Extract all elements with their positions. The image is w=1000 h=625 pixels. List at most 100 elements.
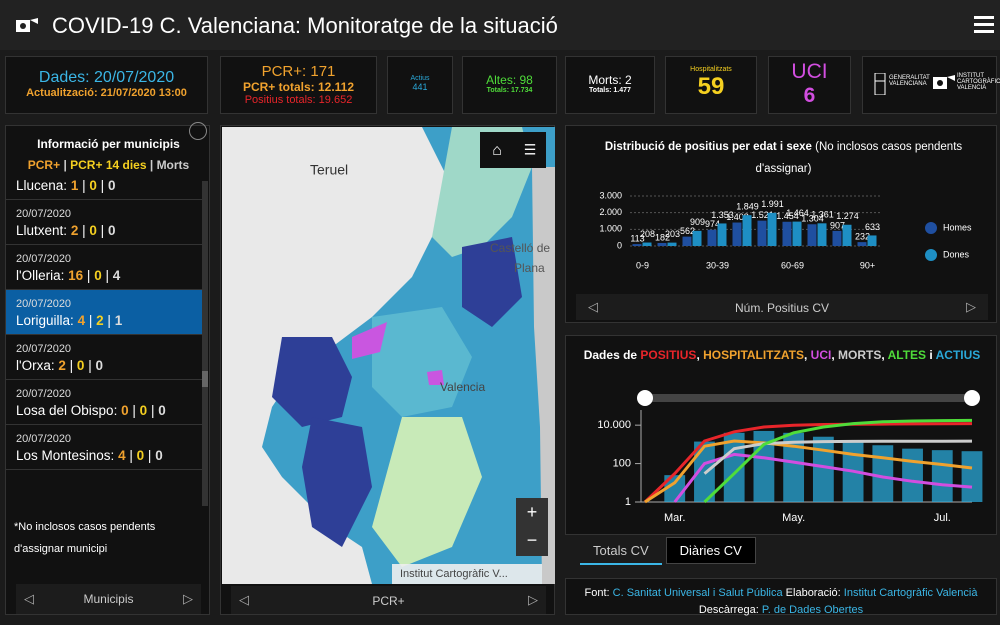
municipi-item[interactable]: 20/07/2020 Losa del Obispo: 0 | 0 | 0 [6,380,202,425]
kpi-hosp-value: 59 [697,73,725,100]
municipi-item[interactable]: 20/07/2020 l'Orxa: 2 | 0 | 0 [6,335,202,380]
prev-button[interactable]: ◁ [239,592,249,607]
source-label: Elaboració: [785,587,841,599]
municipis-footer: ◁ Municipis ▷ [16,584,201,614]
tab[interactable]: Diàries CV [665,537,756,564]
item-pcr: 1 [70,178,79,193]
item-sep: | [82,223,86,238]
item-pcr14: 0 [139,403,148,418]
kpi-uci-label: UCI [791,60,828,83]
scrollbar [202,181,208,506]
next-button[interactable]: ▷ [183,591,193,606]
municipi-item[interactable]: 20/07/2020 Loriguilla: 4 | 2 | 1 [6,290,202,335]
item-pcr14: 0 [136,448,145,463]
item-name: Losa del Obispo: [16,403,118,418]
item-morts: 0 [107,178,116,193]
legend-item: | [63,158,67,172]
municipi-item[interactable]: 20/07/2020 l'Olleria: 16 | 0 | 4 [6,245,202,290]
map-label: Plana [514,261,545,275]
item-values: Losa del Obispo: 0 | 0 | 0 [16,403,192,418]
prev-button[interactable]: ◁ [24,591,34,606]
item-pcr: 2 [70,223,79,238]
kpi-dades: Dades: 20/07/2020 Actualització: 21/07/2… [5,56,208,114]
footer-label: Núm. Positius CV [734,301,830,315]
kpi-morts: Morts: 2 Totals: 1.477 [565,56,655,114]
title-segment: , [831,348,839,362]
municipis-panel: Informació per municipis PCR+ | PCR+ 14 … [5,122,211,615]
kpi-altes-total: Totals: 17.734 [486,87,533,94]
item-morts: 0 [155,448,163,463]
source-panel: Font: C. Sanitat Universal i Salut Públi… [565,578,997,616]
kpi-actius: Actius 441 [387,56,453,114]
kpi-altes: Altes: 98 Totals: 17.734 [462,56,557,114]
next-button[interactable]: ▷ [528,592,538,607]
kpi-morts-main: Morts: 2 [588,73,632,87]
gva-logo [874,73,886,95]
gva-text: GENERALITAT VALENCIANA [889,75,930,87]
item-values: l'Orxa: 2 | 0 | 0 [16,358,192,373]
source-link[interactable]: Institut Cartogràfic Valencià [843,587,978,599]
age-subtitle: (No inclosos casos pendents d'assignar) [755,141,963,175]
map-panel: ⌂ ☰ Teruel Castelló de Plana Valencia + … [220,125,555,615]
item-morts: 4 [112,268,121,283]
tab[interactable]: Totals CV [580,538,662,565]
title-segment: UCI [810,348,832,362]
item-name: l'Olleria: [16,268,65,283]
item-morts: 0 [158,403,166,418]
item-date: 20/07/2020 [16,253,72,265]
kpi-hosp-label: Hospitalitzats [690,66,732,73]
item-sep: | [88,358,92,373]
item-sep: | [132,403,136,418]
item-date: 20/07/2020 [16,388,72,400]
municipi-item[interactable]: Llucena: 1 | 0 | 0 [6,176,202,200]
item-pcr14: 0 [94,268,102,283]
evolution-panel: Dades de POSITIUS, HOSPITALITZATS, UCI, … [565,335,997,535]
municipis-legend: PCR+ | PCR+ 14 dies | Morts [6,158,211,172]
title-segment: , [881,348,888,362]
title-segment: ACTIUS [935,348,981,362]
item-sep: | [129,448,133,463]
icv-text: INSTITUT CARTOGRÀFIC VALENCIÀ [957,73,1000,91]
map-label: Teruel [310,162,348,178]
item-name: Llucena: [16,178,68,193]
kpi-update: Actualització: 21/07/2020 13:00 [26,87,187,99]
item-sep: | [150,403,155,418]
item-values: Llucena: 1 | 0 | 0 [16,178,192,193]
kpi-logos: GENERALITAT VALENCIANA INSTITUT CARTOGRÀ… [862,56,1000,114]
age-title: Distribució de positius per edat i sexe … [586,136,981,180]
item-morts: 0 [107,223,116,238]
municipis-note: *No inclosos casos pendents d'assignar m… [14,521,156,555]
kpi-uci: UCI 6 [768,56,851,114]
footer-label: Municipis [83,592,134,606]
expand-button[interactable] [189,122,207,140]
item-values: l'Olleria: 16 | 0 | 4 [16,268,192,283]
item-pcr14: 0 [89,178,97,193]
item-date: 20/07/2020 [16,208,72,220]
map-footer: ◁ PCR+ ▷ [231,586,546,614]
item-morts: 0 [95,358,103,373]
kpi-date: Dades: 20/07/2020 [38,69,175,86]
item-pcr: 4 [77,313,86,328]
legend-item: PCR+ 14 dies [70,158,147,172]
item-pcr: 16 [68,268,84,283]
item-date: 20/07/2020 [16,343,72,355]
item-pcr14: 0 [89,223,97,238]
menu-button[interactable] [974,14,994,34]
next-button[interactable]: ▷ [966,299,976,314]
title-segment: Dades de [583,348,641,362]
source-link[interactable]: P. de Dades Obertes [761,604,864,616]
item-name: Loriguilla: [16,313,74,328]
source-link[interactable]: C. Sanitat Universal i Salut Pública [612,587,783,599]
prev-button[interactable]: ◁ [588,299,598,314]
municipi-item[interactable]: 20/07/2020 Llutxent: 2 | 0 | 0 [6,200,202,245]
footer-label: PCR+ [372,594,405,608]
item-name: Los Montesinos: [16,448,115,463]
municipi-item[interactable]: 20/07/2020 Los Montesinos: 4 | 0 | 0 [6,425,202,470]
item-sep: | [69,358,74,373]
legend-item: | [149,158,154,172]
age-footer: ◁ Núm. Positius CV ▷ [576,294,988,320]
header: COVID-19 C. Valenciana: Monitoratge de l… [0,0,1000,50]
map-credit: Institut Cartogràfic V... [400,568,508,580]
item-sep: | [107,313,111,328]
